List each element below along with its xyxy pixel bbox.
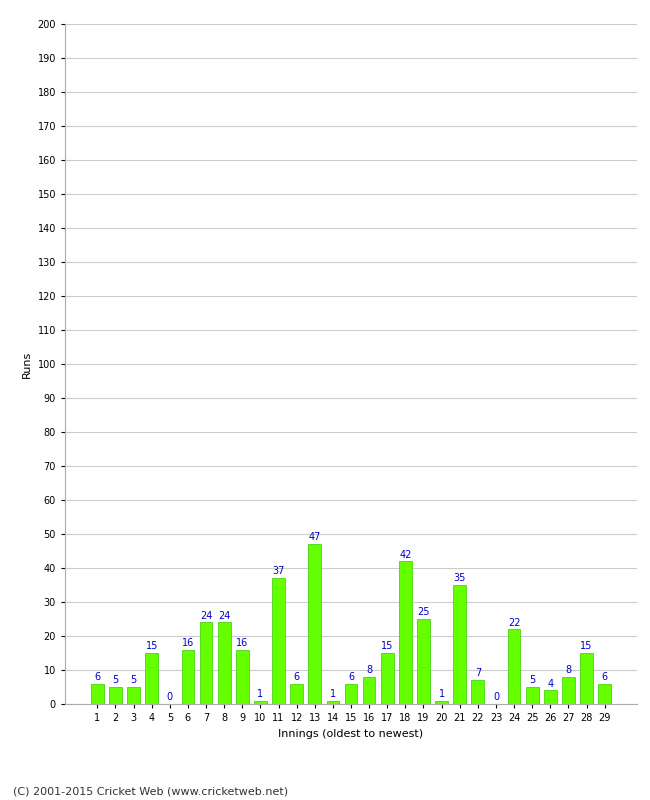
Bar [580, 653, 593, 704]
Bar [308, 544, 321, 704]
Text: 24: 24 [200, 610, 213, 621]
Text: 6: 6 [294, 672, 300, 682]
Bar [291, 683, 303, 704]
Bar [508, 629, 521, 704]
Text: 6: 6 [602, 672, 608, 682]
Bar [326, 701, 339, 704]
Text: 8: 8 [366, 665, 372, 675]
Text: 5: 5 [112, 675, 118, 686]
Bar [399, 562, 411, 704]
Text: 5: 5 [131, 675, 136, 686]
Bar [181, 650, 194, 704]
Text: 16: 16 [236, 638, 248, 648]
Text: 4: 4 [547, 678, 553, 689]
Text: 6: 6 [348, 672, 354, 682]
Text: 47: 47 [309, 533, 321, 542]
Text: 7: 7 [474, 669, 481, 678]
Y-axis label: Runs: Runs [22, 350, 32, 378]
Bar [218, 622, 231, 704]
Text: 15: 15 [580, 642, 593, 651]
Text: 42: 42 [399, 550, 411, 559]
Bar [544, 690, 556, 704]
Text: 1: 1 [439, 689, 445, 699]
Text: 6: 6 [94, 672, 100, 682]
Bar [598, 683, 611, 704]
Bar [381, 653, 394, 704]
Text: 25: 25 [417, 607, 430, 618]
Bar [526, 687, 539, 704]
Bar [146, 653, 158, 704]
X-axis label: Innings (oldest to newest): Innings (oldest to newest) [278, 729, 424, 738]
Bar [562, 677, 575, 704]
Bar [109, 687, 122, 704]
Text: 37: 37 [272, 566, 285, 577]
Text: 35: 35 [454, 574, 466, 583]
Text: 16: 16 [182, 638, 194, 648]
Text: 1: 1 [330, 689, 336, 699]
Bar [272, 578, 285, 704]
Text: 5: 5 [529, 675, 536, 686]
Bar [254, 701, 266, 704]
Bar [436, 701, 448, 704]
Text: 22: 22 [508, 618, 520, 627]
Text: (C) 2001-2015 Cricket Web (www.cricketweb.net): (C) 2001-2015 Cricket Web (www.cricketwe… [13, 786, 288, 796]
Text: 8: 8 [566, 665, 571, 675]
Text: 1: 1 [257, 689, 263, 699]
Bar [417, 619, 430, 704]
Text: 24: 24 [218, 610, 230, 621]
Text: 0: 0 [167, 692, 173, 702]
Bar [363, 677, 376, 704]
Text: 15: 15 [146, 642, 158, 651]
Bar [236, 650, 249, 704]
Bar [127, 687, 140, 704]
Bar [344, 683, 358, 704]
Bar [91, 683, 104, 704]
Bar [453, 585, 466, 704]
Text: 15: 15 [381, 642, 393, 651]
Bar [200, 622, 213, 704]
Text: 0: 0 [493, 692, 499, 702]
Bar [471, 680, 484, 704]
